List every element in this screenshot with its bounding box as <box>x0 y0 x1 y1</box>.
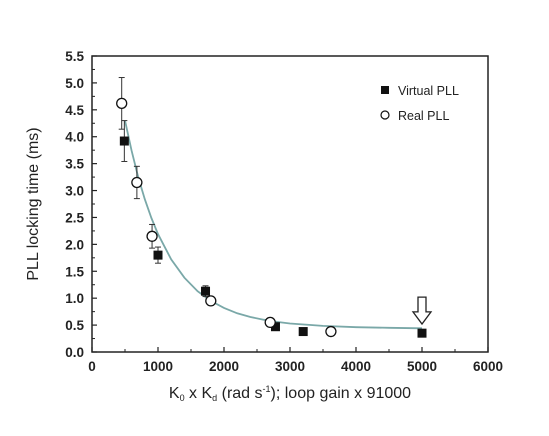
y-tick-label: 2.5 <box>65 210 84 225</box>
y-tick-label: 2.0 <box>65 237 84 252</box>
plot-frame <box>91 55 489 353</box>
point-real-pll <box>205 295 217 307</box>
x-tick-label: 1000 <box>143 359 173 374</box>
y-tick-label: 1.0 <box>65 291 84 306</box>
x-label-mid: x K <box>185 385 213 402</box>
y-tick-label: 0.0 <box>65 345 84 360</box>
x-axis-ticks: 0 1000 2000 3000 4000 5000 6000 <box>88 347 503 374</box>
point-virtual-pll <box>298 327 308 337</box>
point-real-pll <box>325 325 337 338</box>
x-tick-label: 5000 <box>407 359 437 374</box>
x-label-tail: ); loop gain x 91000 <box>271 385 412 402</box>
fit-curve-group <box>124 120 423 330</box>
legend-marker-virtual-pll <box>381 86 389 94</box>
legend-label-real-pll: Real PLL <box>398 109 449 123</box>
x-tick-label: 6000 <box>473 359 503 374</box>
x-label-sub-0: 0 <box>180 393 185 403</box>
x-label-sub-d: d <box>212 393 217 403</box>
y-tick-label: 0.5 <box>65 318 84 333</box>
legend-label-virtual-pll: Virtual PLL <box>398 84 459 98</box>
legend: Virtual PLL Real PLL <box>380 84 459 123</box>
point-real-pll <box>146 230 158 242</box>
point-virtual-pll <box>153 250 163 260</box>
y-tick-label: 3.5 <box>65 157 84 172</box>
y-tick-label: 1.5 <box>65 264 84 279</box>
x-label-sup: -1 <box>263 384 271 394</box>
x-tick-label: 3000 <box>275 359 305 374</box>
point-real-pll <box>264 316 276 329</box>
x-tick-label: 4000 <box>341 359 371 374</box>
x-label-unit: (rad s <box>217 385 262 402</box>
annotation-arrow-group <box>411 296 433 326</box>
y-axis-label: PLL locking time (ms) <box>25 127 42 280</box>
point-virtual-pll <box>201 286 211 296</box>
y-tick-label: 5.0 <box>65 76 84 91</box>
data-marks <box>116 77 427 338</box>
y-tick-label: 5.5 <box>65 49 84 64</box>
legend-marker-real-pll <box>380 110 390 120</box>
point-virtual-pll <box>270 322 280 332</box>
x-tick-label: 2000 <box>209 359 239 374</box>
x-label-k: K <box>169 385 180 402</box>
y-axis-ticks: 0.0 0.5 1.0 1.5 2.0 2.5 3.0 3.5 4.0 4.5 5.0 5.5 <box>65 49 97 360</box>
y-tick-label: 3.0 <box>65 184 84 199</box>
point-virtual-pll <box>119 136 129 146</box>
annotation-arrow <box>411 296 433 326</box>
x-tick-label: 0 <box>88 359 96 374</box>
point-virtual-pll <box>417 328 427 338</box>
y-tick-label: 4.5 <box>65 103 84 118</box>
x-axis-label: K0 x Kd (rad s-1); loop gain x 91000 <box>169 384 411 403</box>
point-real-pll <box>131 176 143 189</box>
fit-curve <box>124 120 423 330</box>
point-real-pll <box>116 97 128 110</box>
y-tick-label: 4.0 <box>65 130 84 145</box>
